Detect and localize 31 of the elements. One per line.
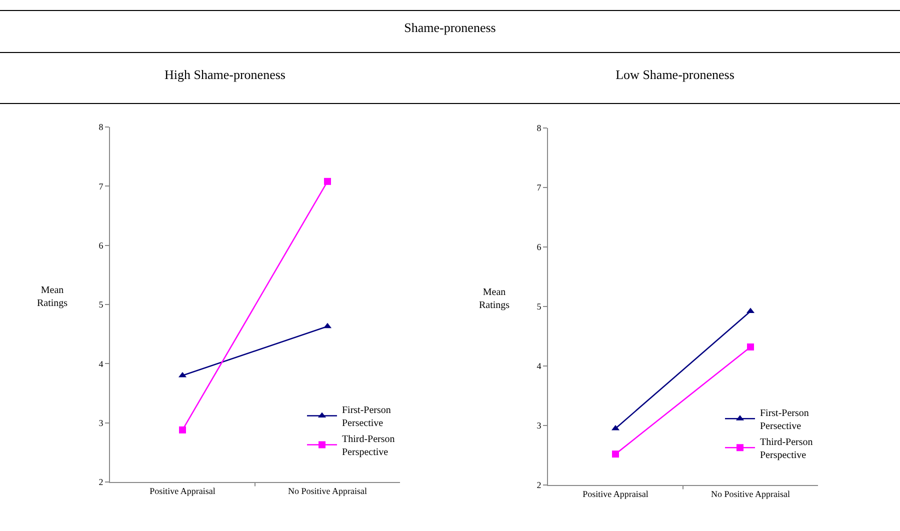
legend-label: Third-Person Perspective bbox=[760, 437, 813, 462]
x-tick-label: Positive Appraisal bbox=[582, 488, 649, 499]
y-tick-label: 3 bbox=[98, 418, 104, 428]
y-tick-label: 7 bbox=[98, 181, 104, 192]
y-axis-title: Mean Ratings bbox=[479, 287, 510, 311]
chart-title: Low Shame-proneness bbox=[614, 67, 736, 83]
y-tick-label: 4 bbox=[536, 361, 542, 372]
point bbox=[612, 450, 619, 458]
y-tick-label: 6 bbox=[536, 242, 542, 252]
y-tick-label: 6 bbox=[98, 240, 104, 250]
point bbox=[179, 426, 186, 434]
point bbox=[747, 343, 754, 350]
chart-title: High Shame-proneness bbox=[164, 67, 286, 83]
y-tick-label: 8 bbox=[536, 123, 542, 134]
legend-label: First-Person Persective bbox=[342, 405, 391, 430]
x-tick-label: Positive Appraisal bbox=[150, 486, 216, 496]
y-tick-label: 4 bbox=[98, 358, 104, 369]
y-tick-label: 8 bbox=[98, 122, 104, 132]
y-tick-label: 2 bbox=[98, 477, 104, 488]
y-tick-label: 3 bbox=[536, 420, 542, 431]
x-tick-label: No Positive Appraisal bbox=[288, 486, 368, 496]
y-tick-label: 7 bbox=[536, 182, 542, 193]
y-axis-title: Mean Ratings bbox=[37, 285, 68, 309]
x-tick-label: No Positive Appraisal bbox=[711, 488, 790, 499]
legend-label: Third-Person Perspective bbox=[342, 434, 395, 458]
text: Shame-proneness bbox=[403, 20, 497, 36]
legend-label: First-Person Persective bbox=[760, 408, 809, 432]
y-tick-label: 2 bbox=[536, 480, 542, 490]
point bbox=[324, 178, 331, 185]
y-tick-label: 5 bbox=[98, 300, 104, 310]
y-tick-label: 5 bbox=[536, 302, 542, 312]
